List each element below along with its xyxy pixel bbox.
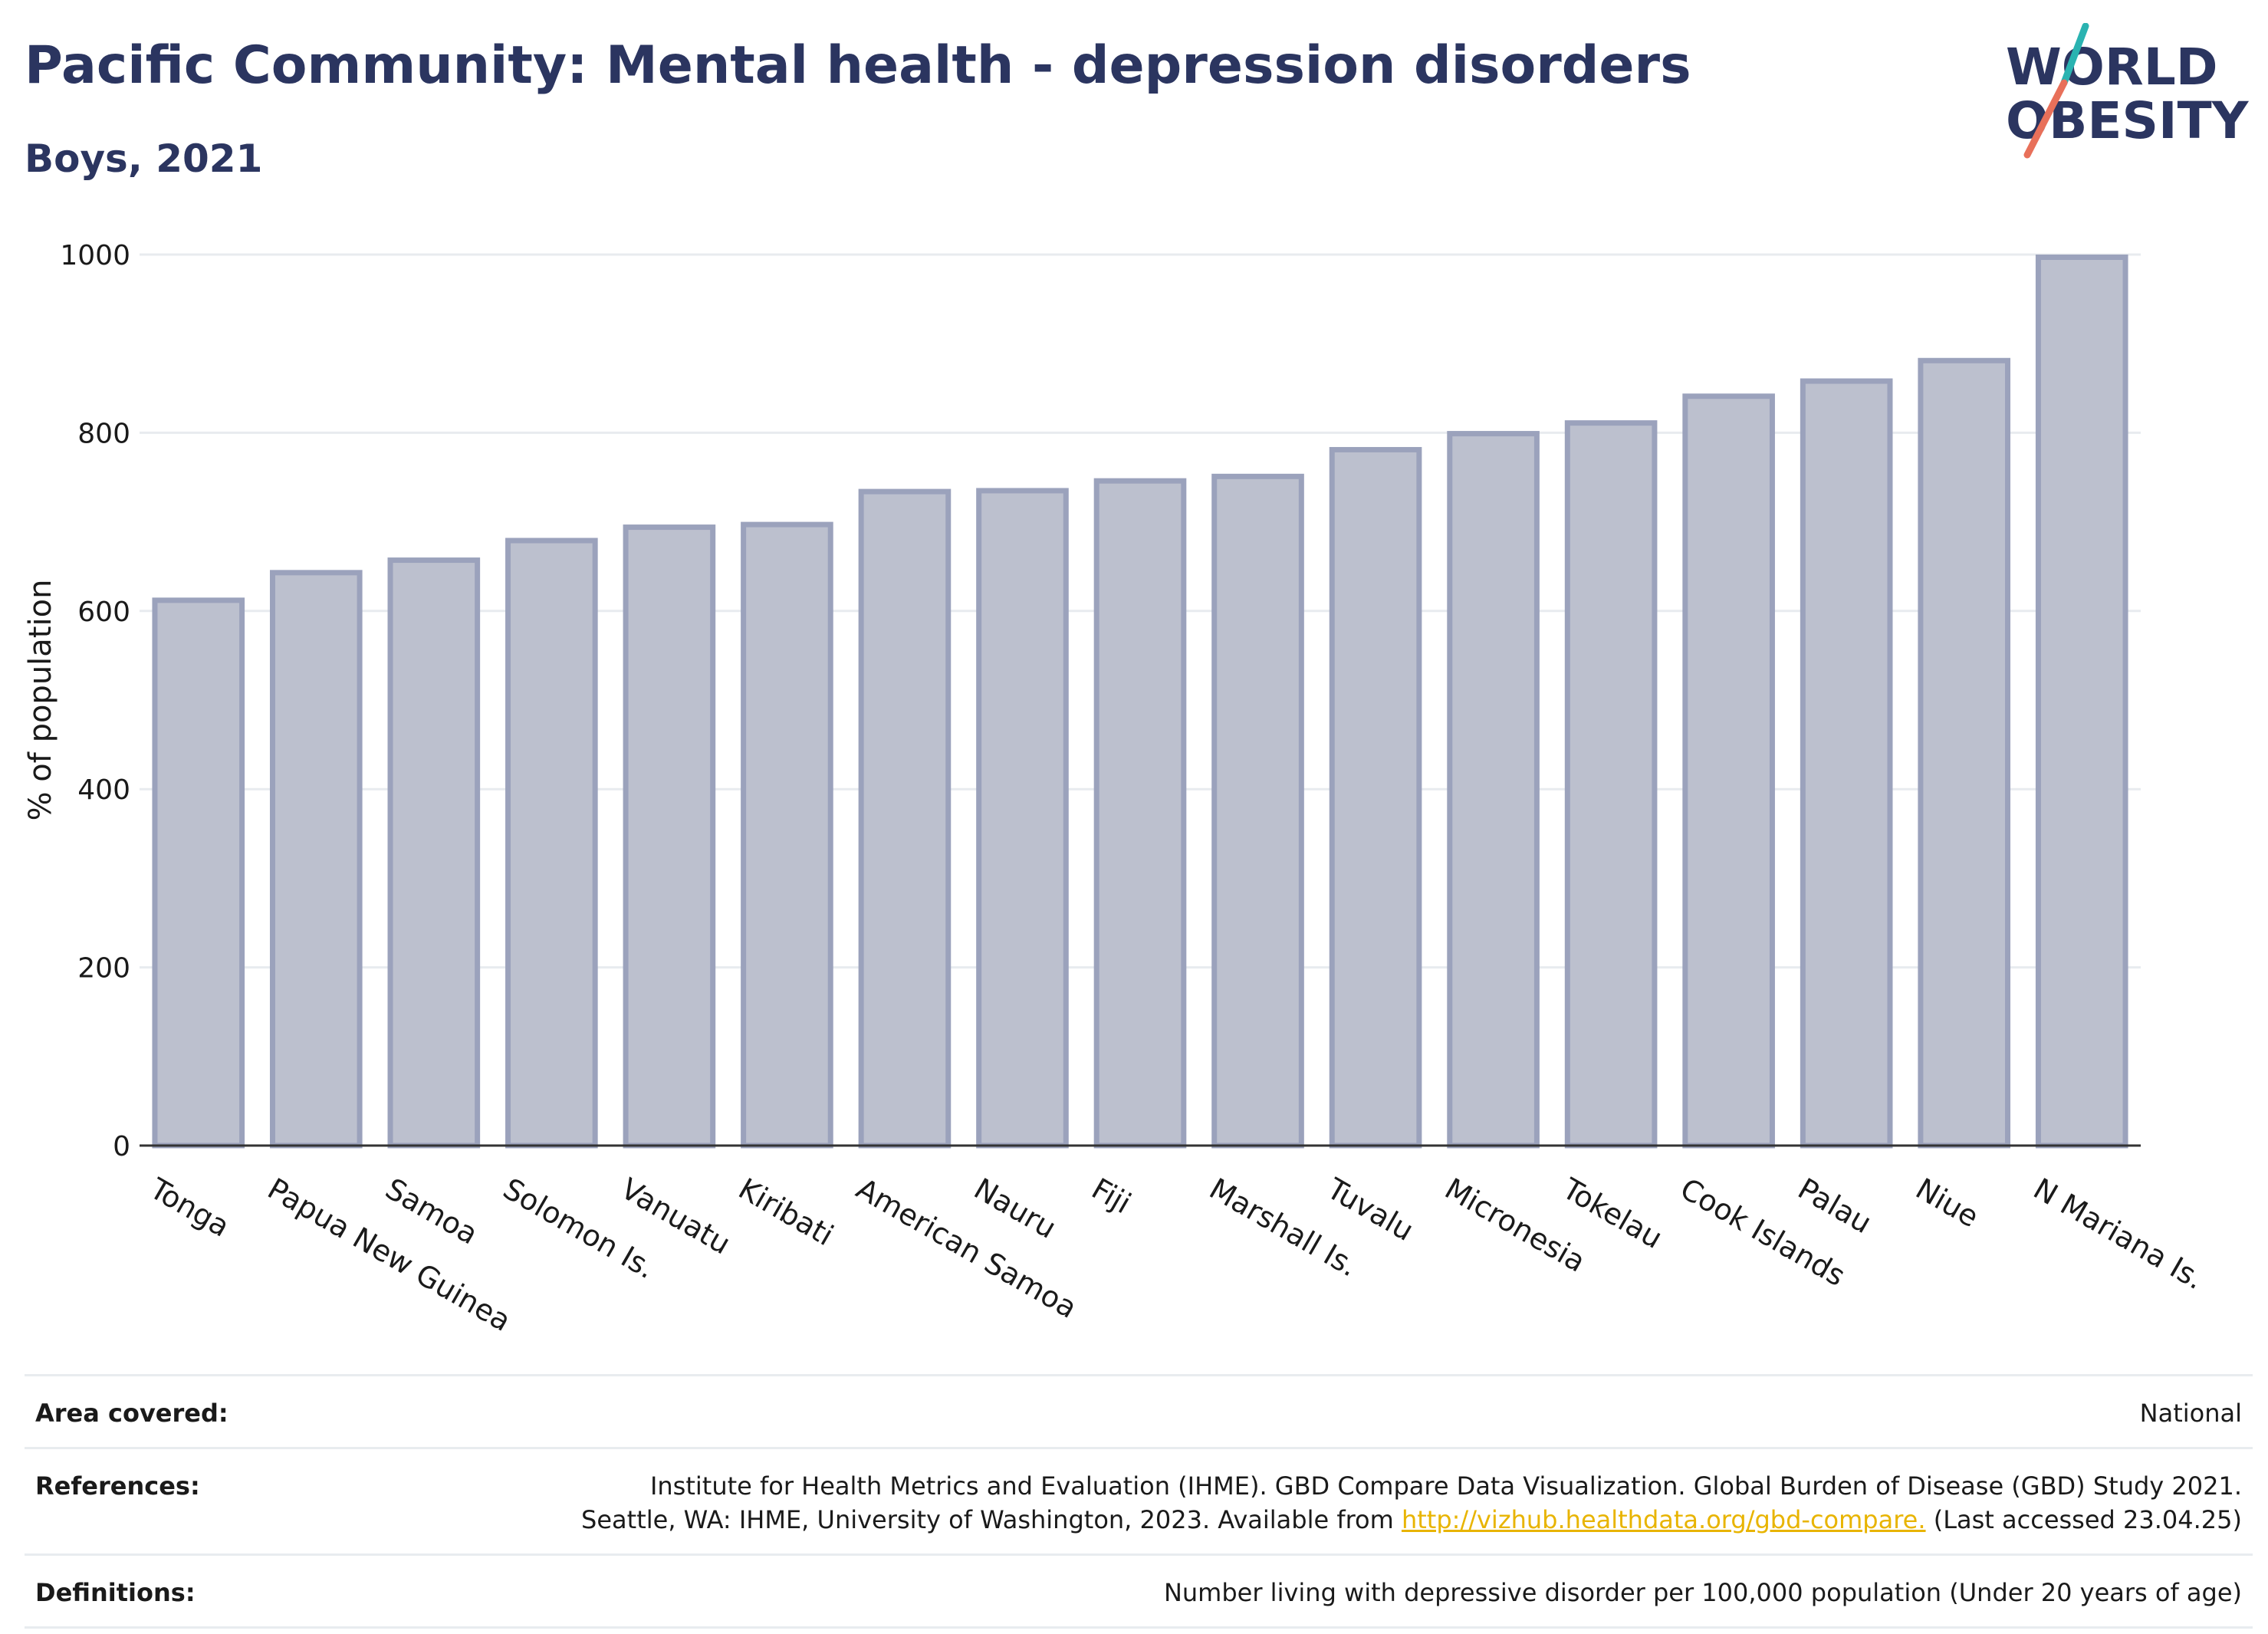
x-tick-label: Kiribati bbox=[733, 1172, 840, 1252]
y-tick-label: 600 bbox=[77, 597, 130, 628]
logo-line1: WORLD bbox=[2006, 38, 2218, 97]
world-obesity-logo: WORLD OBESITY bbox=[2006, 23, 2250, 159]
references-line2: Seattle, WA: IHME, University of Washing… bbox=[581, 1503, 2242, 1537]
bar bbox=[623, 524, 716, 1149]
definitions-value: Number living with depressive disorder p… bbox=[1163, 1578, 2242, 1607]
bar bbox=[1800, 378, 1893, 1149]
footer-row-definitions: Definitions: Number living with depressi… bbox=[25, 1553, 2253, 1629]
x-tick-label: Tuvalu bbox=[1321, 1171, 1419, 1248]
bar bbox=[1093, 478, 1187, 1149]
bar bbox=[1447, 431, 1540, 1149]
bar bbox=[741, 521, 833, 1149]
bar bbox=[152, 597, 245, 1149]
bar-chart: 0 200 400 600 800 1000 Tonga Papua New GuineaS… bbox=[23, 240, 2210, 1338]
x-tick-label: Niue bbox=[1910, 1172, 1984, 1234]
x-tick-label: Palau bbox=[1793, 1172, 1878, 1240]
chart-title: Pacific Community: Mental health - depre… bbox=[25, 35, 1691, 96]
bar bbox=[269, 570, 363, 1149]
bar bbox=[387, 557, 481, 1149]
footer-table: Area covered: National References: Insti… bbox=[25, 1374, 2253, 1629]
footer-row-references: References: Institute for Health Metrics… bbox=[25, 1447, 2253, 1553]
references-line1: Institute for Health Metrics and Evaluat… bbox=[649, 1471, 2242, 1501]
chart-subtitle: Boys, 2021 bbox=[25, 136, 263, 181]
bar bbox=[858, 488, 952, 1149]
y-axis-ticks: 0 200 400 600 800 1000 bbox=[60, 240, 130, 1162]
references-line2-post: (Last accessed 23.04.25) bbox=[1925, 1505, 2242, 1534]
references-value: Institute for Health Metrics and Evaluat… bbox=[581, 1469, 2242, 1537]
references-label: References: bbox=[35, 1471, 200, 1501]
x-tick-label: Tonga bbox=[143, 1171, 235, 1243]
x-tick-label: Nauru bbox=[968, 1172, 1062, 1245]
y-tick-label: 400 bbox=[77, 774, 130, 806]
bar bbox=[2035, 254, 2128, 1149]
footer-row-area: Area covered: National bbox=[25, 1374, 2253, 1447]
y-axis-title: % of population bbox=[23, 580, 58, 821]
references-line2-pre: Seattle, WA: IHME, University of Washing… bbox=[581, 1505, 1402, 1534]
area-covered-value: National bbox=[2139, 1399, 2242, 1428]
y-tick-label: 1000 bbox=[60, 240, 130, 271]
references-link[interactable]: http://vizhub.healthdata.org/gbd-compare… bbox=[1401, 1505, 1926, 1534]
bar bbox=[505, 538, 598, 1149]
definitions-label: Definitions: bbox=[35, 1578, 196, 1607]
bar bbox=[976, 488, 1069, 1149]
bar bbox=[1682, 393, 1775, 1149]
y-tick-label: 200 bbox=[77, 953, 130, 985]
x-tick-label: American Samoa bbox=[850, 1172, 1082, 1325]
bar bbox=[1564, 420, 1658, 1149]
bar bbox=[1918, 357, 2011, 1149]
y-tick-label: 800 bbox=[77, 418, 130, 449]
x-tick-label: Fiji bbox=[1086, 1172, 1137, 1220]
bars bbox=[152, 254, 2128, 1149]
area-covered-label: Area covered: bbox=[35, 1399, 228, 1428]
y-tick-label: 0 bbox=[113, 1131, 130, 1162]
bar bbox=[1211, 473, 1304, 1149]
x-tick-label: N Mariana Is. bbox=[2028, 1172, 2210, 1296]
bar bbox=[1329, 446, 1422, 1149]
